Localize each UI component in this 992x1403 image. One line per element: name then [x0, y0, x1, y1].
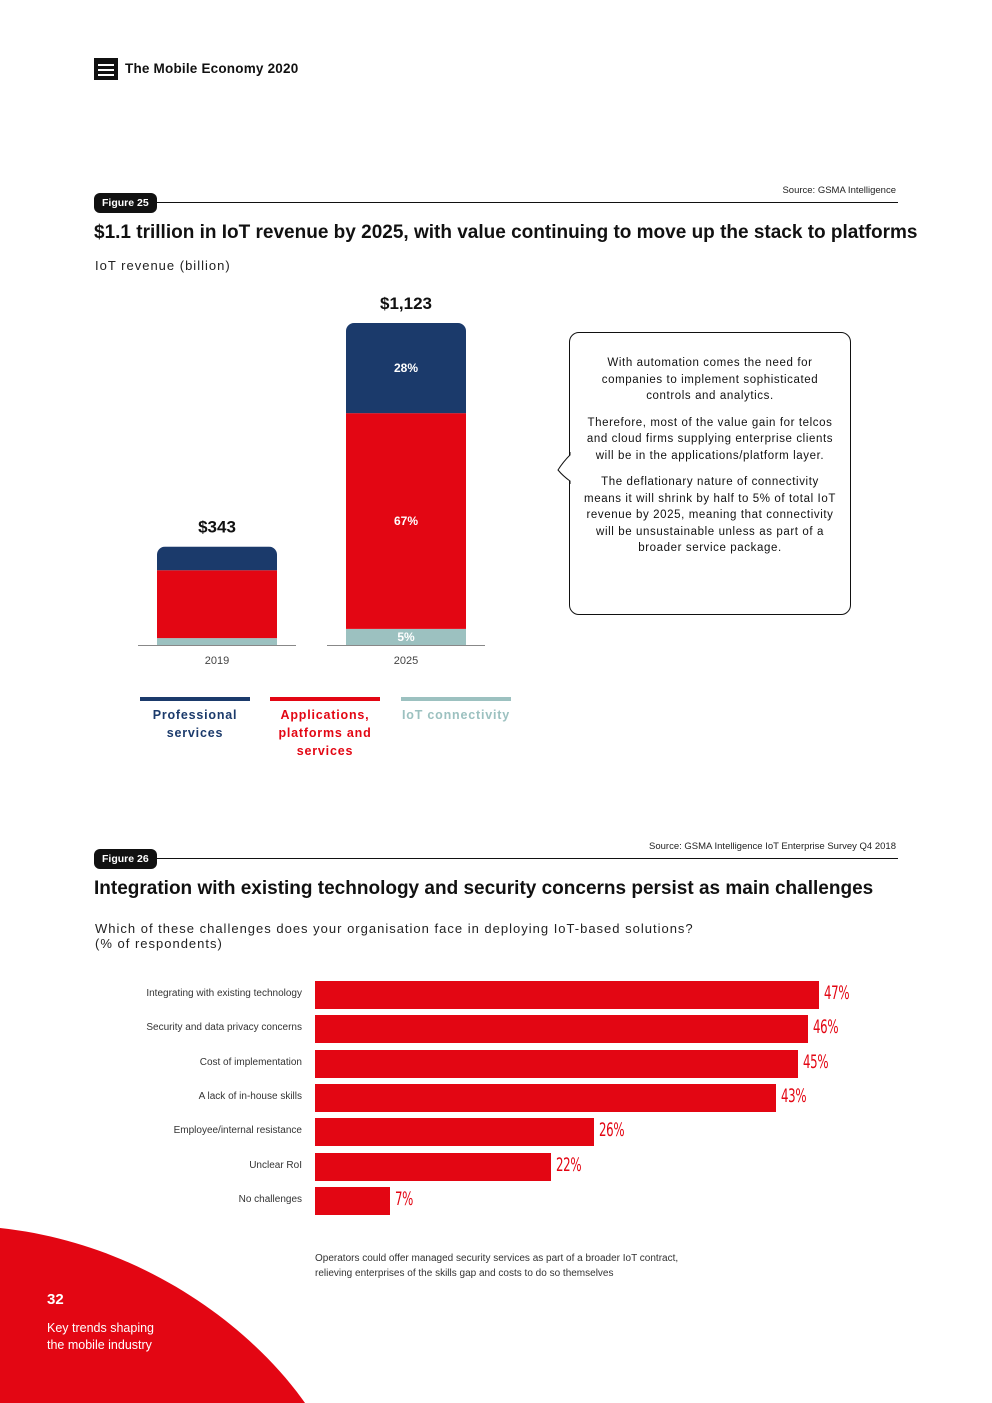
category-label-2019: 2019: [205, 655, 229, 667]
publication-title: The Mobile Economy 2020: [125, 61, 299, 76]
segment-label-2025-1: 67%: [394, 514, 418, 528]
bar-2019-professional-services: [157, 546, 277, 571]
bar-2025-applications-platforms-and-services: [346, 413, 466, 629]
challenge-bar: [315, 1186, 391, 1215]
figure26-title: Integration with existing technology and…: [94, 878, 874, 899]
total-label-2019: $343: [198, 518, 236, 537]
bar-2025-iot-connectivity: [346, 628, 466, 645]
legend-label-iot-connectivity: IoT connectivity: [402, 708, 510, 722]
legend-swatch-professional-services: [140, 697, 250, 701]
figure26-question: Which of these challenges does your orga…: [95, 921, 694, 951]
challenge-value: 7%: [395, 1187, 414, 1210]
insight-callout: With automation comes the need for compa…: [569, 332, 851, 615]
page-number: 32: [47, 1291, 64, 1308]
challenge-bar: [315, 981, 819, 1009]
challenge-value: 26%: [598, 1119, 625, 1142]
publication-logo: [94, 58, 118, 80]
figure25-rule: [150, 202, 898, 203]
bar-2025-professional-services: [346, 323, 466, 414]
challenge-bar: [315, 1083, 777, 1112]
figure25-subtitle: IoT revenue (billion): [95, 258, 231, 273]
figure25-title: $1.1 trillion in IoT revenue by 2025, wi…: [94, 222, 918, 243]
note-line-1: Operators could offer managed security s…: [315, 1253, 679, 1264]
section-label: Key trends shaping the mobile industry: [47, 1320, 154, 1354]
footer-red-swoosh: [0, 1228, 305, 1403]
challenge-bar: [315, 1118, 594, 1147]
challenge-label: Employee/internal resistance: [173, 1125, 302, 1137]
figure26-tag: Figure 26: [94, 849, 157, 869]
iot-revenue-chart: $343 2019 5% 67% 28% $1,123 2025: [138, 294, 485, 667]
figure25-source: Source: GSMA Intelligence: [782, 185, 896, 196]
total-label-2025: $1,123: [380, 294, 432, 313]
challenge-label: Cost of implementation: [199, 1056, 302, 1068]
challenge-label: Unclear RoI: [249, 1159, 302, 1171]
challenge-value: 47%: [824, 982, 850, 1004]
challenge-label: Integrating with existing technology: [146, 988, 302, 999]
challenge-value: 45%: [802, 1050, 829, 1073]
figure25-tag: Figure 25: [94, 193, 157, 213]
figure26-source: Source: GSMA Intelligence IoT Enterprise…: [649, 841, 896, 852]
section-label-line-1: Key trends shaping: [47, 1321, 155, 1335]
note-line-2: relieving enterprises of the skills gap …: [315, 1267, 614, 1279]
bar-2019-iot-connectivity: [157, 638, 277, 645]
callout-paragraph-3: The deflationary nature of connectivity …: [584, 476, 836, 554]
bar-2019-applications-platforms-and-services: [157, 570, 277, 639]
question-line-1: Which of these challenges does your orga…: [95, 921, 694, 936]
category-label-2025: 2025: [394, 655, 418, 667]
figure26-rule: [150, 858, 898, 859]
legend-swatch-iot-connectivity: [401, 697, 511, 701]
legend-label-applications: Applications, platforms and services: [278, 708, 372, 758]
segment-label-2025-0: 5%: [397, 630, 415, 644]
challenge-value: 46%: [813, 1016, 839, 1039]
legend-swatch-applications: [270, 697, 380, 701]
callout-paragraph-2: Therefore, most of the value gain for te…: [586, 416, 834, 462]
question-line-2: (% of respondents): [95, 936, 223, 951]
challenge-value: 43%: [781, 1084, 807, 1107]
challenge-label: Security and data privacy concerns: [146, 1022, 302, 1034]
challenge-label: A lack of in-house skills: [198, 1090, 302, 1102]
segment-label-2025-2: 28%: [394, 361, 418, 375]
challenge-label: No challenges: [238, 1193, 302, 1205]
challenge-value: 22%: [555, 1153, 582, 1176]
challenge-bar: [315, 1049, 798, 1078]
figure26-note: Operators could offer managed security s…: [315, 1252, 678, 1281]
callout-pointer: [557, 452, 571, 484]
challenge-bar: [315, 1015, 809, 1044]
section-label-line-2: the mobile industry: [47, 1338, 152, 1352]
challenge-bar: [315, 1152, 551, 1181]
callout-paragraph-1: With automation comes the need for compa…: [601, 357, 819, 402]
legend-label-professional-services: Professional services: [152, 708, 238, 740]
